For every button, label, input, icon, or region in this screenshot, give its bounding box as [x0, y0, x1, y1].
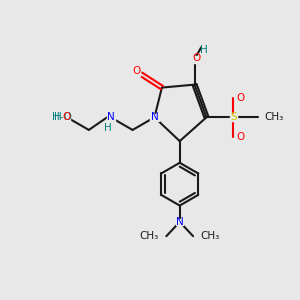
Text: N: N — [107, 112, 115, 122]
Text: O: O — [236, 93, 245, 103]
Bar — [55, 114, 70, 121]
Bar — [176, 219, 183, 225]
Text: H: H — [54, 112, 62, 122]
Bar — [230, 114, 237, 121]
Text: O: O — [236, 132, 245, 142]
Text: CH₃: CH₃ — [200, 231, 220, 241]
Bar — [236, 134, 244, 140]
Text: S: S — [230, 112, 236, 122]
Text: O: O — [133, 66, 141, 76]
Text: H: H — [104, 123, 112, 133]
Text: N: N — [151, 112, 158, 122]
Text: H: H — [200, 44, 207, 55]
Text: O: O — [62, 112, 70, 122]
Bar — [150, 114, 159, 121]
Bar — [236, 95, 244, 101]
Bar — [106, 114, 115, 121]
Text: N: N — [176, 217, 184, 227]
Text: CH₃: CH₃ — [264, 112, 284, 122]
Text: H-O: H-O — [52, 112, 73, 122]
Text: CH₃: CH₃ — [140, 231, 159, 241]
Bar — [190, 56, 199, 63]
Bar — [133, 70, 140, 76]
Text: O: O — [192, 53, 200, 64]
